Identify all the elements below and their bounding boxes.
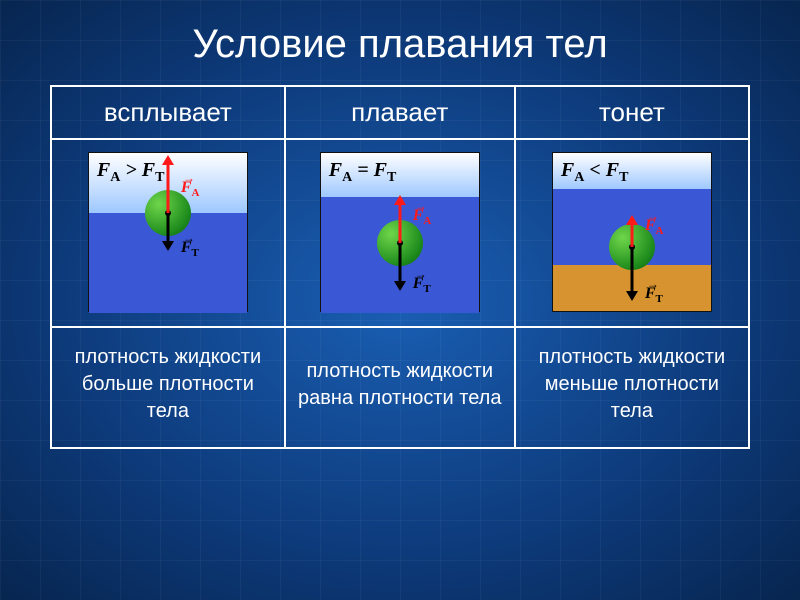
ft-arrow-icon [166, 213, 169, 241]
inequality-label: FA < FT [561, 159, 629, 186]
ft-label: →FT [181, 239, 199, 259]
fa-label: →FA [413, 207, 432, 227]
ft-arrow-icon [630, 247, 633, 291]
diagram-sinks: FA < FT →FA →FT [552, 152, 712, 312]
ft-label: →FT [413, 275, 431, 295]
inequality-label: FA > FT [97, 159, 165, 186]
page-title: Условие плавания тел [0, 0, 800, 85]
ft-label: →FT [645, 285, 663, 305]
diagram-rises: FA > FT →FA →FT [88, 152, 248, 312]
caption-rises: плотность жидкости больше плотности тела [51, 327, 285, 448]
fa-label: →FA [181, 179, 200, 199]
caption-floats: плотность жидкости равна плотности тела [285, 327, 515, 448]
caption-sinks: плотность жидкости меньше плотности тела [515, 327, 749, 448]
inequality-label: FA = FT [329, 159, 397, 186]
header-rises: всплывает [51, 86, 285, 139]
caption-row: плотность жидкости больше плотности тела… [51, 327, 749, 448]
buoyancy-table: всплывает плавает тонет FA > FT →FA →FT FA… [50, 85, 750, 449]
fa-arrow-icon [630, 225, 633, 247]
diagram-row: FA > FT →FA →FT FA = FT →FA →FT FA < FT →FA →F… [51, 139, 749, 327]
fa-arrow-icon [398, 205, 401, 243]
diagram-floats: FA = FT →FA →FT [320, 152, 480, 312]
fa-arrow-icon [166, 165, 169, 213]
header-floats: плавает [285, 86, 515, 139]
header-row: всплывает плавает тонет [51, 86, 749, 139]
header-sinks: тонет [515, 86, 749, 139]
ft-arrow-icon [398, 243, 401, 281]
fa-label: →FA [645, 217, 664, 237]
